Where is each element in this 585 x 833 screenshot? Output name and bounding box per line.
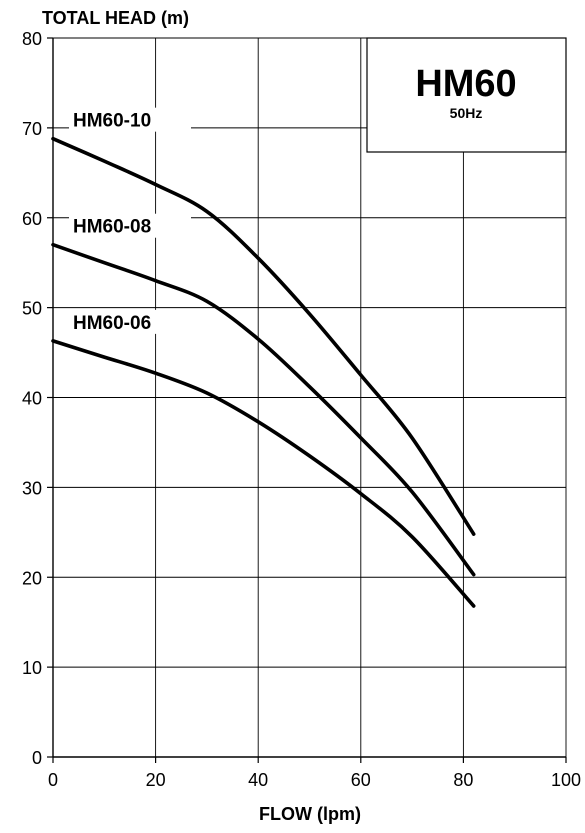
x-axis-title: FLOW (lpm) [259, 804, 361, 824]
y-tick-label-80: 80 [22, 29, 42, 49]
y-axis-title: TOTAL HEAD (m) [42, 8, 189, 28]
series-line-hm60-08 [53, 245, 474, 575]
series-label-hm60-10: HM60-10 [73, 111, 151, 132]
series-lines [53, 139, 474, 606]
y-tick-label-30: 30 [22, 478, 42, 498]
model-box: HM60 50Hz [367, 38, 566, 152]
x-tick-label-80: 80 [453, 770, 473, 790]
series-line-hm60-10 [53, 139, 474, 534]
y-tick-label-60: 60 [22, 209, 42, 229]
series-label-hm60-06: HM60-06 [73, 313, 151, 334]
y-tick-label-0: 0 [32, 748, 42, 768]
x-tick-label-60: 60 [351, 770, 371, 790]
model-frequency: 50Hz [450, 105, 483, 121]
x-tick-label-100: 100 [551, 770, 581, 790]
series-line-hm60-06 [53, 341, 474, 606]
y-tick-label-40: 40 [22, 389, 42, 409]
y-tick-label-70: 70 [22, 119, 42, 139]
series-labels: HM60-10 HM60-08 HM60-06 [69, 108, 191, 334]
y-tick-label-10: 10 [22, 658, 42, 678]
y-tick-label-50: 50 [22, 299, 42, 319]
x-tick-label-0: 0 [48, 770, 58, 790]
series-label-hm60-08: HM60-08 [73, 217, 151, 238]
y-tick-label-20: 20 [22, 568, 42, 588]
x-tick-label-40: 40 [248, 770, 268, 790]
x-tick-label-20: 20 [146, 770, 166, 790]
model-title: HM60 [415, 63, 516, 105]
